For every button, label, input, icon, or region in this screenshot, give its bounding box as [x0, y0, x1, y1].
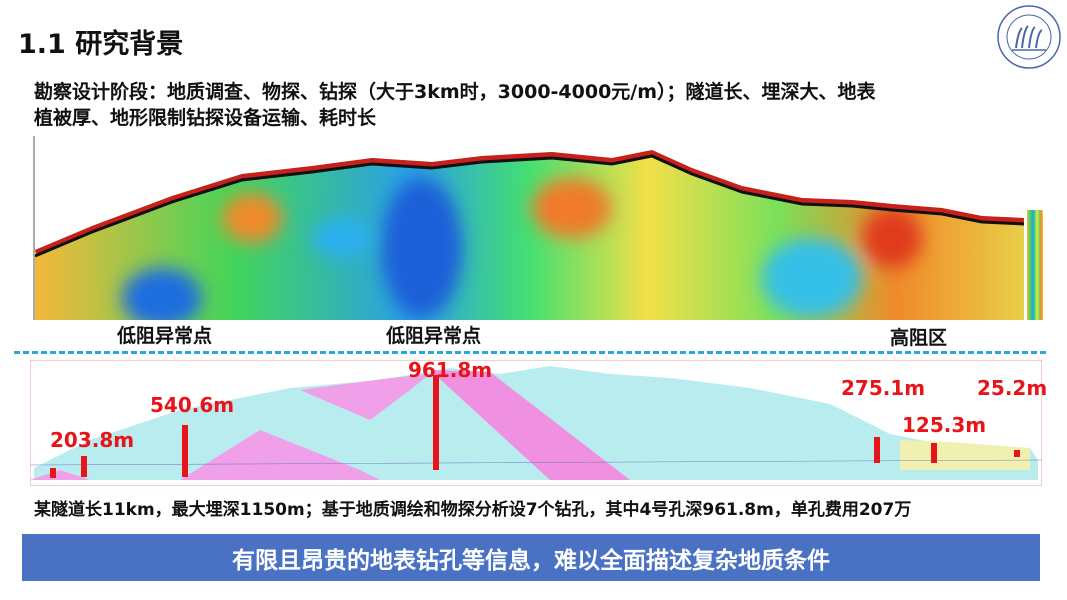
borehole-5-marker [874, 437, 880, 463]
tongji-university-logo [997, 5, 1061, 69]
slide-title: 1.1 研究背景 [18, 29, 184, 60]
borehole-depth-label: 25.2m [977, 376, 1048, 400]
annotation-high-resistivity: 高阻区 [890, 327, 948, 349]
borehole-6-marker [931, 443, 937, 463]
borehole-2-marker [81, 456, 87, 477]
divider-dashed-line [14, 351, 1046, 354]
borehole-depth-label: 540.6m [150, 393, 235, 417]
borehole-depth-label: 125.3m [902, 413, 987, 437]
annotation-low-resistivity-2: 低阻异常点 [386, 325, 482, 347]
conclusion-banner: 有限且昂贵的地表钻孔等信息，难以全面描述复杂地质条件 [22, 534, 1040, 581]
borehole-1-marker [50, 468, 56, 478]
borehole-depth-label: 275.1m [841, 376, 926, 400]
geological-section-image [30, 360, 1042, 486]
borehole-depth-label: 961.8m [408, 358, 493, 382]
resistivity-section-image [33, 136, 1043, 320]
borehole-4-marker [433, 375, 439, 470]
subtitle-line-2: 植被厚、地形限制钻探设备运输、耗时长 [34, 107, 377, 129]
borehole-3-marker [182, 425, 188, 477]
caption: 某隧道长11km，最大埋深1150m；基于地质调绘和物探分析设7个钻孔，其中4号… [34, 500, 912, 520]
borehole-depth-label: 203.8m [50, 428, 135, 452]
annotation-low-resistivity-1: 低阻异常点 [117, 325, 213, 347]
subtitle-line-1: 勘察设计阶段：地质调查、物探、钻探（大于3km时，3000-4000元/m）；隧… [34, 81, 876, 103]
borehole-7-marker [1014, 450, 1020, 457]
